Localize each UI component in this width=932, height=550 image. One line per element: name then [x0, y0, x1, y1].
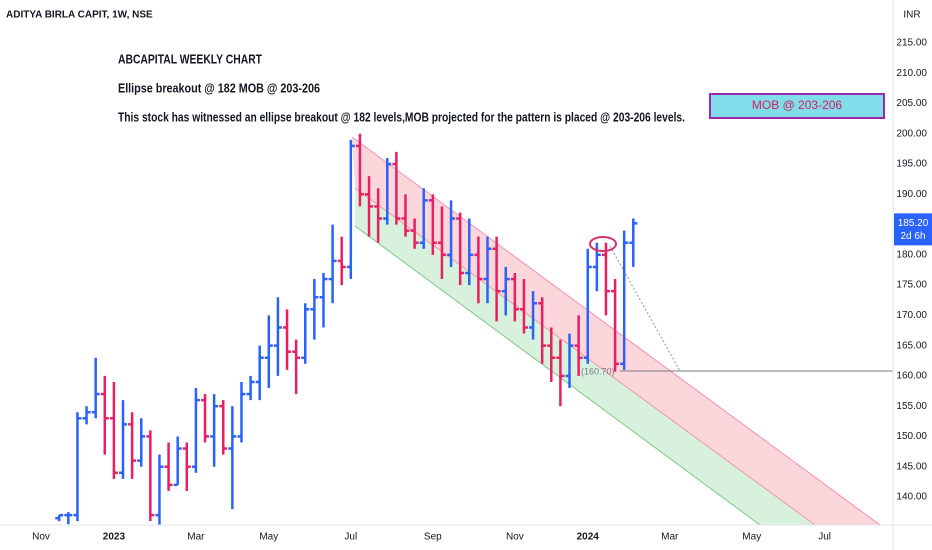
breakout-ellipse: [589, 236, 617, 252]
x-tick-label: Sep: [424, 532, 442, 543]
y-tick-label: 140.00: [896, 492, 927, 503]
y-tick-label: 170.00: [896, 310, 927, 321]
y-tick-label: 145.00: [896, 461, 927, 472]
x-tick-label: Jul: [344, 532, 357, 543]
chart-title: ADITYA BIRLA CAPIT, 1W, NSE: [6, 10, 153, 21]
x-tick-label: Nov: [32, 532, 50, 543]
target-box-label: MOB @ 203-206: [752, 98, 843, 112]
y-tick-label: 210.00: [896, 68, 927, 79]
annotation: ABCAPITAL WEEKLY CHART: [118, 52, 262, 66]
y-tick-label: 175.00: [896, 280, 927, 291]
y-tick-label: 155.00: [896, 401, 927, 412]
target-box: [709, 93, 885, 119]
y-tick-label: 165.00: [896, 340, 927, 351]
x-tick-label: May: [259, 532, 278, 543]
bars: [55, 133, 638, 525]
y-tick-label: 180.00: [896, 249, 927, 260]
y-tick-label: 215.00: [896, 38, 927, 49]
x-tick-label: Nov: [506, 532, 524, 543]
last-price-label: 185.20: [898, 218, 929, 229]
y-tick-label: 200.00: [896, 128, 927, 139]
x-tick-label: Mar: [661, 532, 679, 543]
channel-bottom: [354, 225, 761, 525]
x-tick-label: May: [742, 532, 761, 543]
y-tick-label: 150.00: [896, 431, 927, 442]
low-label: (160.70): [581, 366, 615, 376]
currency: INR: [903, 10, 920, 21]
x-tick-label: 2023: [103, 532, 126, 543]
last-price-box: [894, 213, 932, 246]
annotation: This stock has witnessed an ellipse brea…: [118, 110, 685, 124]
y-tick-label: 190.00: [896, 189, 927, 200]
y-tick-label: 205.00: [896, 98, 927, 109]
x-tick-label: 2024: [577, 532, 600, 543]
annotation: Ellipse breakout @ 182 MOB @ 203-206: [118, 81, 320, 95]
countdown: 2d 6h: [900, 231, 925, 242]
x-tick-label: Jul: [818, 532, 831, 543]
y-tick-label: 195.00: [896, 159, 927, 170]
x-tick-label: Mar: [187, 532, 205, 543]
y-tick-label: 160.00: [896, 371, 927, 382]
